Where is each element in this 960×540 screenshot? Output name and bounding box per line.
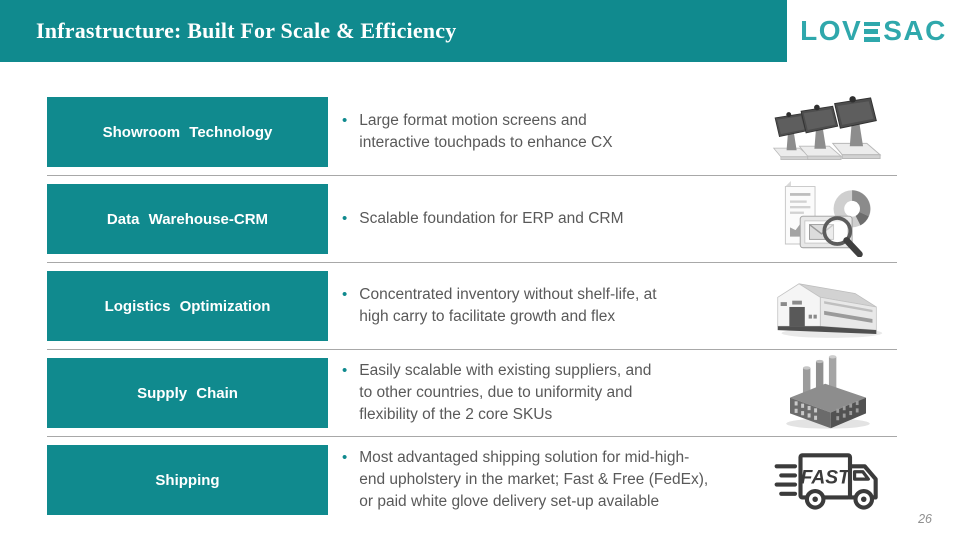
bullet-text: Large format motion screens and interact…	[359, 112, 613, 151]
truck-fast-label: FAST	[801, 468, 852, 489]
bullet-icon: •	[342, 112, 348, 129]
info-row-showroom-technology: Showroom Technology • Large format motio…	[47, 96, 897, 176]
page-number: 26	[918, 512, 932, 526]
slide-title: Infrastructure: Built For Scale & Effici…	[36, 18, 457, 43]
bullet-area: • Large format motion screens and intera…	[328, 110, 759, 154]
bullet-text: Scalable foundation for ERP and CRM	[359, 210, 624, 227]
row-label-box: Showroom Technology	[47, 97, 328, 167]
row-label-box: Data Warehouse-CRM	[47, 184, 328, 254]
bullet-area: • Most advantaged shipping solution for …	[328, 447, 759, 513]
fast-truck-icon: FAST	[759, 444, 897, 516]
bullet-icon: •	[342, 362, 348, 379]
info-row-shipping: Shipping • Most advantaged shipping solu…	[47, 445, 897, 523]
bullet-area: • Easily scalable with existing supplier…	[328, 360, 759, 426]
bullet-text: Easily scalable with existing suppliers,…	[359, 362, 652, 423]
row-label: Data Warehouse-CRM	[106, 210, 269, 228]
bullet-text: Concentrated inventory without shelf-lif…	[359, 286, 657, 325]
bullet-text: Most advantaged shipping solution for mi…	[359, 449, 709, 510]
info-row-supply-chain: Supply Chain • Easily scalable with exis…	[47, 355, 897, 437]
warehouse-icon	[759, 272, 897, 340]
bullet-icon: •	[342, 210, 348, 227]
bullet-icon: •	[342, 449, 348, 466]
lovesac-logo: LOV SAC	[800, 15, 947, 47]
bullet-area: • Concentrated inventory without shelf-l…	[328, 284, 759, 328]
logo-text-suffix: SAC	[883, 15, 947, 46]
row-label-box: Shipping	[47, 445, 328, 515]
logo-text-prefix: LOV	[800, 15, 863, 46]
row-label-box: Supply Chain	[47, 358, 328, 428]
info-rows: Showroom Technology • Large format motio…	[47, 96, 897, 531]
bullet-icon: •	[342, 286, 348, 303]
row-label: Logistics Optimization	[104, 297, 271, 315]
info-row-data-warehouse-crm: Data Warehouse-CRM • Scalable foundation…	[47, 181, 897, 263]
logo-stylized-e-icon	[864, 21, 881, 42]
row-label: Showroom Technology	[102, 123, 273, 141]
data-crm-icon	[759, 181, 897, 257]
row-label: Shipping	[155, 471, 220, 489]
factory-icon	[759, 355, 897, 431]
row-label: Supply Chain	[137, 384, 238, 402]
header-bar: Infrastructure: Built For Scale & Effici…	[0, 0, 787, 62]
showroom-screens-icon	[759, 96, 897, 168]
logo-box: LOV SAC	[787, 0, 960, 62]
bullet-area: • Scalable foundation for ERP and CRM	[328, 208, 759, 230]
row-label-box: Logistics Optimization	[47, 271, 328, 341]
info-row-logistics-optimization: Logistics Optimization • Concentrated in…	[47, 271, 897, 350]
